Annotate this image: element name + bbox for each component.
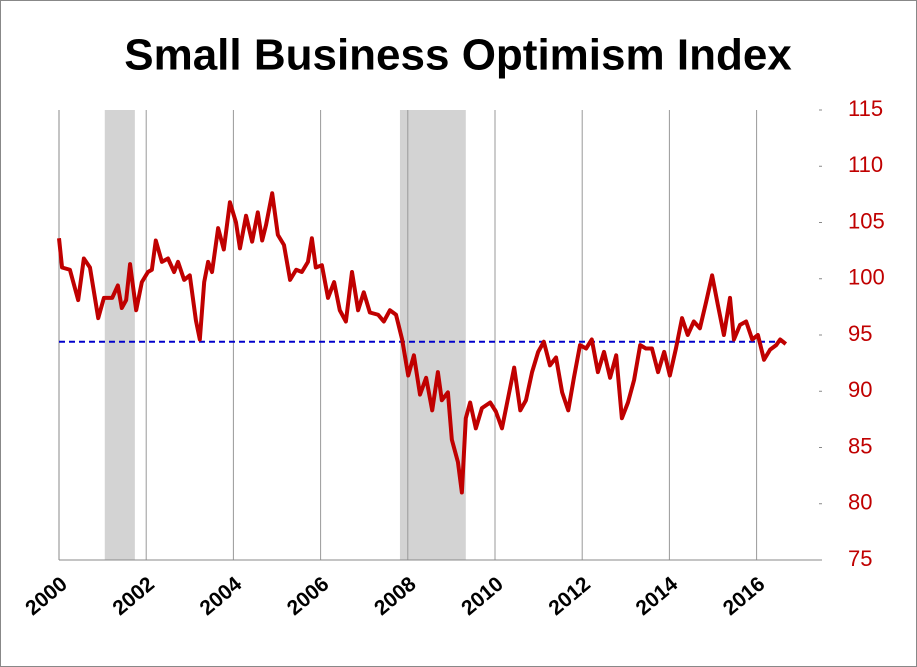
y-tick-label: 85 xyxy=(848,433,872,458)
recession-band xyxy=(104,110,135,560)
y-tick-label: 115 xyxy=(848,96,883,121)
y-tick-label: 95 xyxy=(848,321,872,346)
y-tick-label: 75 xyxy=(848,546,872,571)
y-tick-label: 105 xyxy=(848,208,885,233)
recession-band xyxy=(399,110,466,560)
y-tick-label: 80 xyxy=(848,490,872,515)
chart-title: Small Business Optimism Index xyxy=(124,31,792,80)
series-line xyxy=(57,191,788,495)
y-tick-label: 100 xyxy=(848,265,885,290)
y-tick-label: 110 xyxy=(848,152,883,177)
y-tick-label: 90 xyxy=(848,377,872,402)
